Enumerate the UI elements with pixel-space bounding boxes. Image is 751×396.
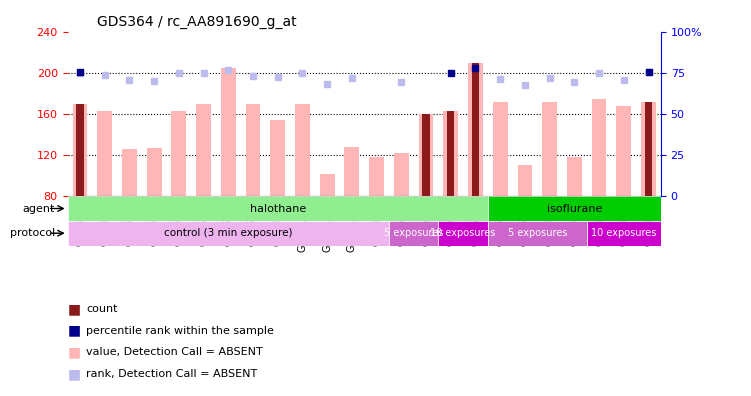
Bar <box>146 148 161 196</box>
Text: count: count <box>86 304 118 314</box>
Text: 5 exposures: 5 exposures <box>384 228 443 238</box>
Bar <box>542 102 557 196</box>
Bar <box>418 114 433 196</box>
Bar <box>68 221 389 246</box>
Text: value, Detection Call = ABSENT: value, Detection Call = ABSENT <box>86 347 263 358</box>
Bar <box>517 166 532 196</box>
Text: control (3 min exposure): control (3 min exposure) <box>164 228 293 238</box>
Text: 5 exposures: 5 exposures <box>508 228 567 238</box>
Text: GDS364 / rc_AA891690_g_at: GDS364 / rc_AA891690_g_at <box>98 15 297 29</box>
Bar <box>439 221 488 246</box>
Bar <box>587 221 661 246</box>
Bar <box>122 149 137 196</box>
Bar <box>468 63 483 196</box>
Bar <box>270 120 285 196</box>
Bar <box>422 114 430 196</box>
Text: protocol: protocol <box>10 228 56 238</box>
Bar <box>98 111 112 196</box>
Text: 10 exposures: 10 exposures <box>591 228 656 238</box>
Text: 10 exposures: 10 exposures <box>430 228 496 238</box>
Bar <box>196 104 211 196</box>
Text: halothane: halothane <box>249 204 306 213</box>
Bar <box>645 102 652 196</box>
Bar <box>567 157 582 196</box>
Text: ■: ■ <box>68 367 80 381</box>
Bar <box>73 104 87 196</box>
Text: agent: agent <box>23 204 56 213</box>
Text: rank, Detection Call = ABSENT: rank, Detection Call = ABSENT <box>86 369 258 379</box>
Text: percentile rank within the sample: percentile rank within the sample <box>86 326 274 336</box>
Bar <box>443 111 458 196</box>
Bar <box>488 196 661 221</box>
Text: ■: ■ <box>68 302 80 316</box>
Bar <box>295 104 310 196</box>
Bar <box>592 99 607 196</box>
Bar <box>641 102 656 196</box>
Bar <box>369 157 384 196</box>
Bar <box>246 104 261 196</box>
Bar <box>171 111 186 196</box>
Bar <box>394 153 409 196</box>
Bar <box>68 196 488 221</box>
Text: isoflurane: isoflurane <box>547 204 602 213</box>
Bar <box>472 63 479 196</box>
Bar <box>617 106 632 196</box>
Bar <box>320 173 335 196</box>
Bar <box>345 147 359 196</box>
Bar <box>221 68 236 196</box>
Bar <box>447 111 454 196</box>
Text: ■: ■ <box>68 324 80 338</box>
Bar <box>389 221 439 246</box>
Bar <box>493 102 508 196</box>
Bar <box>77 104 83 196</box>
Bar <box>488 221 587 246</box>
Text: ■: ■ <box>68 345 80 360</box>
